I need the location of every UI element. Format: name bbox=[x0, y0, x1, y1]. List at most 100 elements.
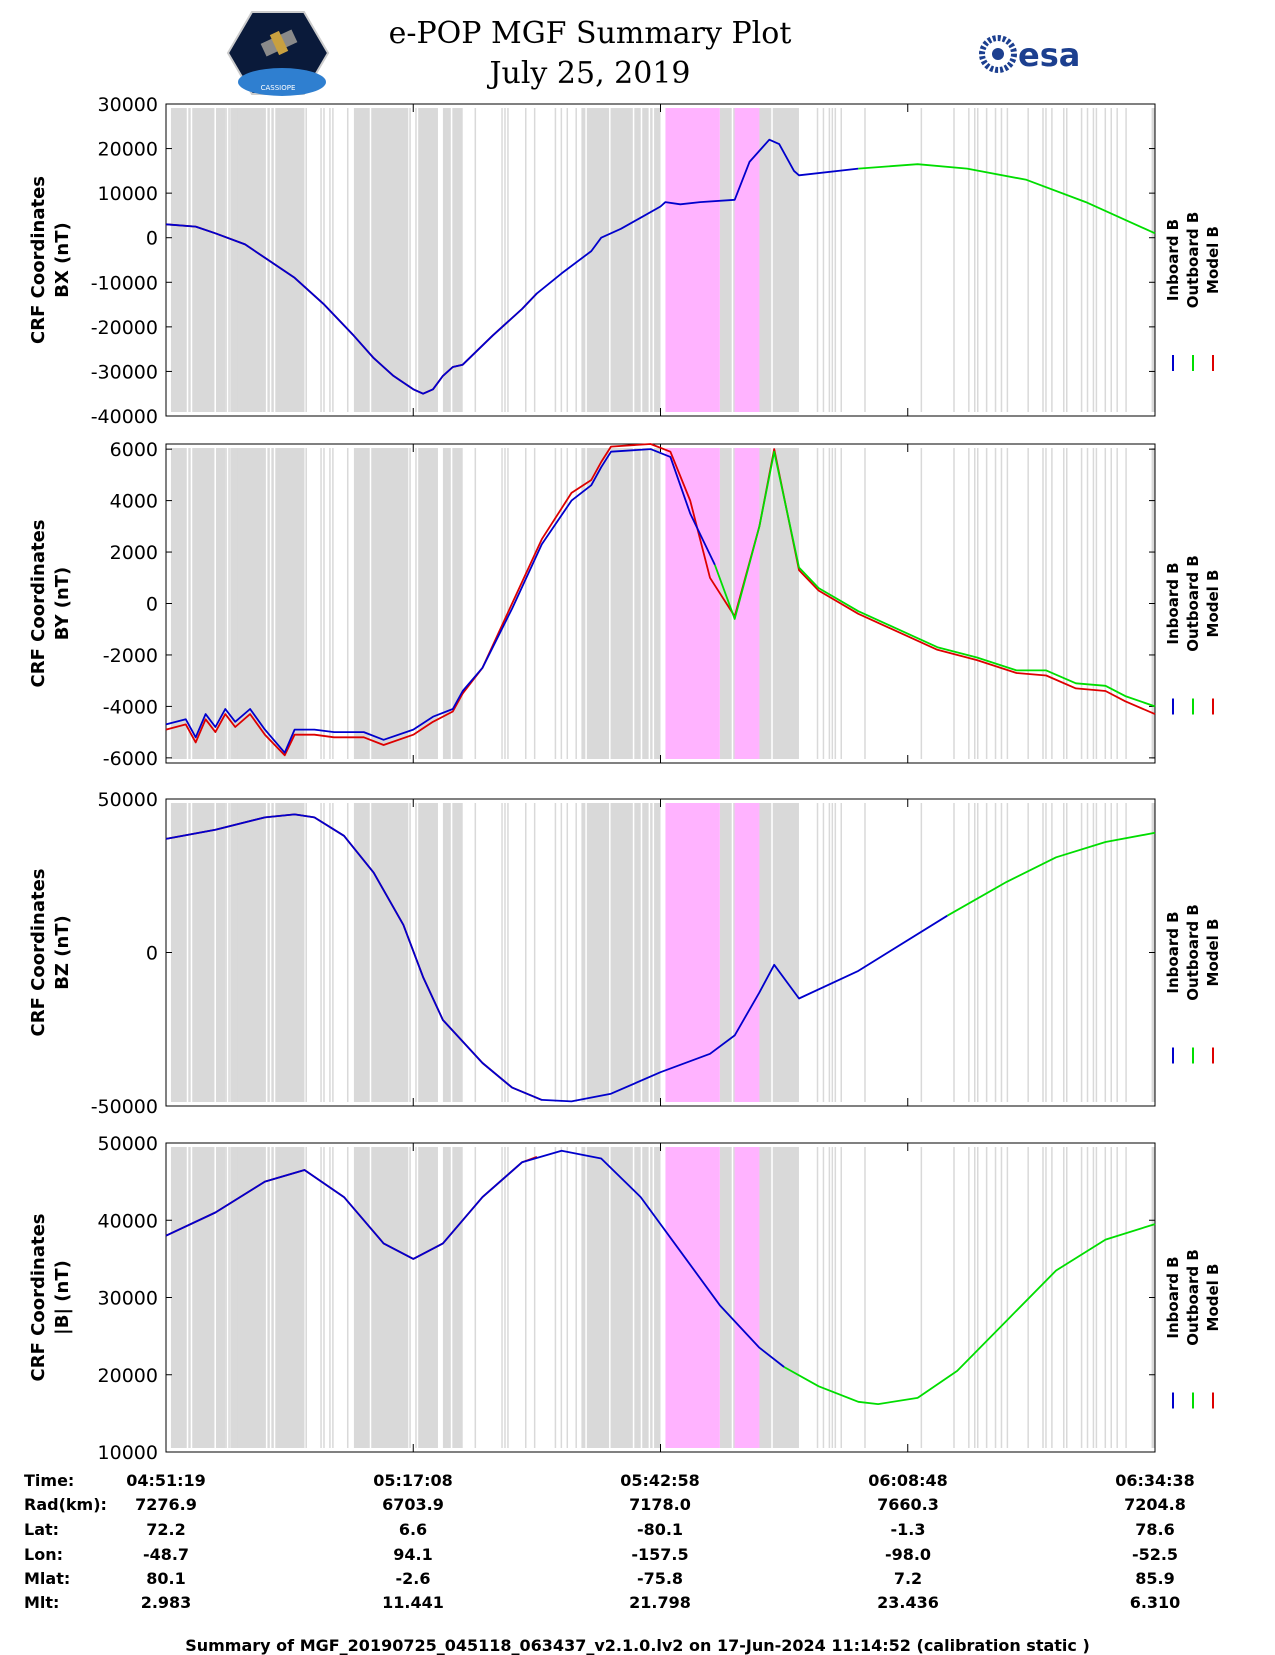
gap-white-line bbox=[648, 448, 651, 759]
panel-bz: -50000 0 50000 CRF Coordinates BZ (nT) Inboar… bbox=[28, 789, 1222, 1118]
gap-stripe bbox=[1063, 108, 1065, 412]
gap-stripe bbox=[822, 448, 825, 759]
gap-stripe bbox=[1063, 448, 1065, 759]
gap-stripe bbox=[183, 1147, 186, 1448]
ephemeris-value: 06:34:38 bbox=[1115, 1471, 1195, 1490]
gap-stripe bbox=[985, 1147, 988, 1448]
y-tick-label: 6000 bbox=[110, 439, 158, 461]
panel-by: -6000 -4000 -2000 0 2000 4000 6000 CRF Coordina… bbox=[28, 439, 1222, 770]
gap-white-line bbox=[585, 108, 587, 412]
gap-white-line bbox=[265, 1147, 268, 1448]
gap-white-line bbox=[640, 448, 643, 759]
gap-stripe bbox=[1045, 1147, 1047, 1448]
ephemeris-row-label: Mlat: bbox=[24, 1569, 70, 1588]
gap-white-line bbox=[450, 803, 453, 1102]
gap-stripe bbox=[216, 108, 218, 412]
gap-stripe bbox=[409, 803, 411, 1102]
gap-stripe bbox=[433, 803, 435, 1102]
gap-stripe bbox=[920, 448, 923, 759]
gap-stripe bbox=[305, 1147, 307, 1448]
gap-stripe bbox=[406, 1147, 408, 1448]
gap-stripe bbox=[1045, 803, 1047, 1102]
gap-stripe bbox=[444, 108, 447, 412]
gap-stripe bbox=[376, 803, 379, 1102]
gap-stripe bbox=[968, 803, 970, 1102]
gap-white-line bbox=[269, 108, 272, 412]
gap-stripe bbox=[305, 108, 307, 412]
gap-stripe bbox=[507, 108, 509, 412]
gap-band-pink bbox=[734, 803, 760, 1102]
ephemeris-value: 7204.8 bbox=[1124, 1495, 1186, 1514]
gap-stripe bbox=[323, 448, 325, 759]
gap-stripe bbox=[504, 803, 506, 1102]
gap-white-line bbox=[652, 108, 655, 412]
gap-stripe bbox=[174, 108, 177, 412]
legend-label: Inboard B bbox=[1164, 911, 1182, 993]
gap-stripe bbox=[406, 803, 408, 1102]
gap-band-pink bbox=[734, 108, 760, 412]
legend-label: Outboard B bbox=[1184, 1249, 1202, 1346]
gap-stripe bbox=[974, 1147, 976, 1448]
gap-white-line bbox=[186, 108, 189, 412]
y-tick-label: -6000 bbox=[103, 748, 158, 770]
gap-white-line bbox=[186, 803, 189, 1102]
gap-stripe bbox=[210, 448, 213, 759]
gap-band bbox=[170, 1147, 226, 1448]
gap-stripe bbox=[1051, 448, 1053, 759]
gap-stripe bbox=[260, 108, 263, 412]
gap-white-line bbox=[632, 803, 635, 1102]
gap-stripe bbox=[1006, 448, 1009, 759]
gap-white-line bbox=[731, 108, 734, 412]
gap-bands bbox=[170, 803, 1155, 1102]
gap-stripe bbox=[474, 448, 477, 759]
ephemeris-value: 72.2 bbox=[146, 1520, 185, 1539]
ephemeris-row-label: Lon: bbox=[24, 1545, 63, 1564]
gap-stripe bbox=[195, 1147, 198, 1448]
ephemeris-value: 23.436 bbox=[877, 1593, 939, 1612]
gap-stripe bbox=[320, 803, 322, 1102]
gap-stripe bbox=[1092, 448, 1095, 759]
gap-stripe bbox=[525, 1147, 527, 1448]
ephemeris-value: 7660.3 bbox=[877, 1495, 939, 1514]
gap-stripe bbox=[1095, 1147, 1098, 1448]
gap-white-line bbox=[214, 803, 216, 1102]
gap-stripe bbox=[409, 108, 411, 412]
y-tick-label: 20000 bbox=[98, 1365, 158, 1387]
gap-stripe bbox=[320, 108, 322, 412]
gap-stripe bbox=[367, 1147, 370, 1448]
gap-stripe bbox=[367, 108, 370, 412]
gap-stripe bbox=[1116, 1147, 1118, 1448]
gap-stripe bbox=[816, 448, 819, 759]
gap-stripe bbox=[275, 803, 278, 1102]
gap-stripe bbox=[507, 1147, 509, 1448]
gap-stripe bbox=[831, 448, 834, 759]
gap-stripe bbox=[1116, 448, 1118, 759]
legend-label: Model B bbox=[1204, 226, 1222, 294]
y-axis-label-line2: BX (nT) bbox=[52, 222, 73, 297]
gap-stripe bbox=[834, 108, 837, 412]
gap-stripe bbox=[566, 1147, 569, 1448]
legend: Inboard B Outboard B Model B bbox=[1164, 212, 1222, 371]
ephemeris-value: 2.983 bbox=[141, 1593, 192, 1612]
footer-summary: Summary of MGF_20190725_045118_063437_v2… bbox=[185, 1636, 1090, 1655]
gap-stripe bbox=[379, 108, 382, 412]
gap-stripe bbox=[1125, 1147, 1127, 1448]
gap-stripe bbox=[822, 1147, 825, 1448]
gap-stripe bbox=[575, 803, 577, 1102]
ephemeris-value: -80.1 bbox=[637, 1520, 683, 1539]
gap-white-line bbox=[648, 1147, 651, 1448]
gap-stripe bbox=[507, 803, 509, 1102]
gap-stripe bbox=[346, 803, 349, 1102]
gap-stripe bbox=[237, 803, 239, 1102]
gap-white-line bbox=[369, 108, 372, 412]
y-tick-label: 4000 bbox=[110, 491, 158, 513]
ephemeris-value: 80.1 bbox=[146, 1569, 185, 1588]
gap-stripe bbox=[1065, 803, 1068, 1102]
y-tick-label: 2000 bbox=[110, 542, 158, 564]
legend-label: Model B bbox=[1204, 570, 1222, 638]
gap-stripe bbox=[379, 448, 382, 759]
gap-stripe bbox=[554, 448, 557, 759]
gap-stripe bbox=[953, 803, 955, 1102]
gap-white-line bbox=[585, 448, 587, 759]
legend-label: Model B bbox=[1204, 919, 1222, 987]
